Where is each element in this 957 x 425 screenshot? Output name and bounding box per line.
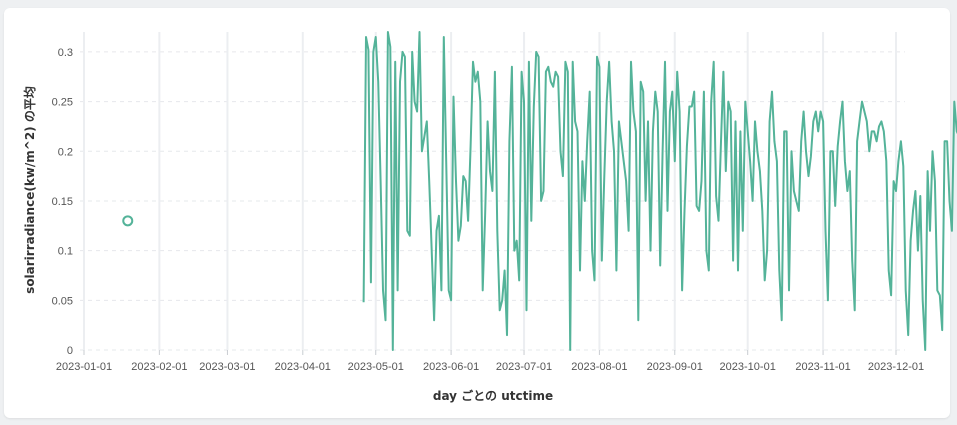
x-tick-label: 2023-04-01	[275, 361, 331, 373]
x-tick-label: 2023-05-01	[348, 361, 404, 373]
x-tick-label: 2023-03-01	[199, 361, 255, 373]
x-tick-label: 2023-10-01	[720, 361, 776, 373]
y-tick-label: 0.05	[52, 295, 73, 307]
y-tick-label: 0	[67, 345, 73, 357]
x-tick-label: 2023-08-01	[571, 361, 627, 373]
x-tick-label: 2023-07-01	[496, 361, 552, 373]
x-tick-label: 2023-09-01	[647, 361, 703, 373]
y-tick-label: 0.25	[52, 97, 73, 109]
x-axis-ticks: 2023-01-01 2023-02-01 2023-03-01 2023-04-01…	[56, 350, 924, 373]
x-tick-label: 2023-02-01	[131, 361, 187, 373]
series-line	[362, 31, 957, 351]
x-tick-label: 2023-01-01	[56, 361, 112, 373]
x-tick-label: 2023-06-01	[423, 361, 479, 373]
isolated-points	[122, 215, 134, 227]
y-tick-label: 0.3	[58, 47, 73, 59]
x-tick-label: 2023-12-01	[868, 361, 924, 373]
y-tick-label: 0.1	[58, 246, 73, 258]
data-point	[122, 215, 134, 227]
x-tick-label: 2023-11-01	[795, 361, 850, 373]
y-axis-ticks: 0 0.05 0.1 0.15 0.2 0.25 0.3	[52, 47, 73, 357]
x-axis-title: day ごとの utctime	[433, 388, 553, 403]
y-tick-label: 0.2	[58, 146, 73, 158]
y-axis-title: solarirradiance(kw/m^2) の平均	[22, 86, 37, 294]
y-tick-label: 0.15	[52, 196, 73, 208]
